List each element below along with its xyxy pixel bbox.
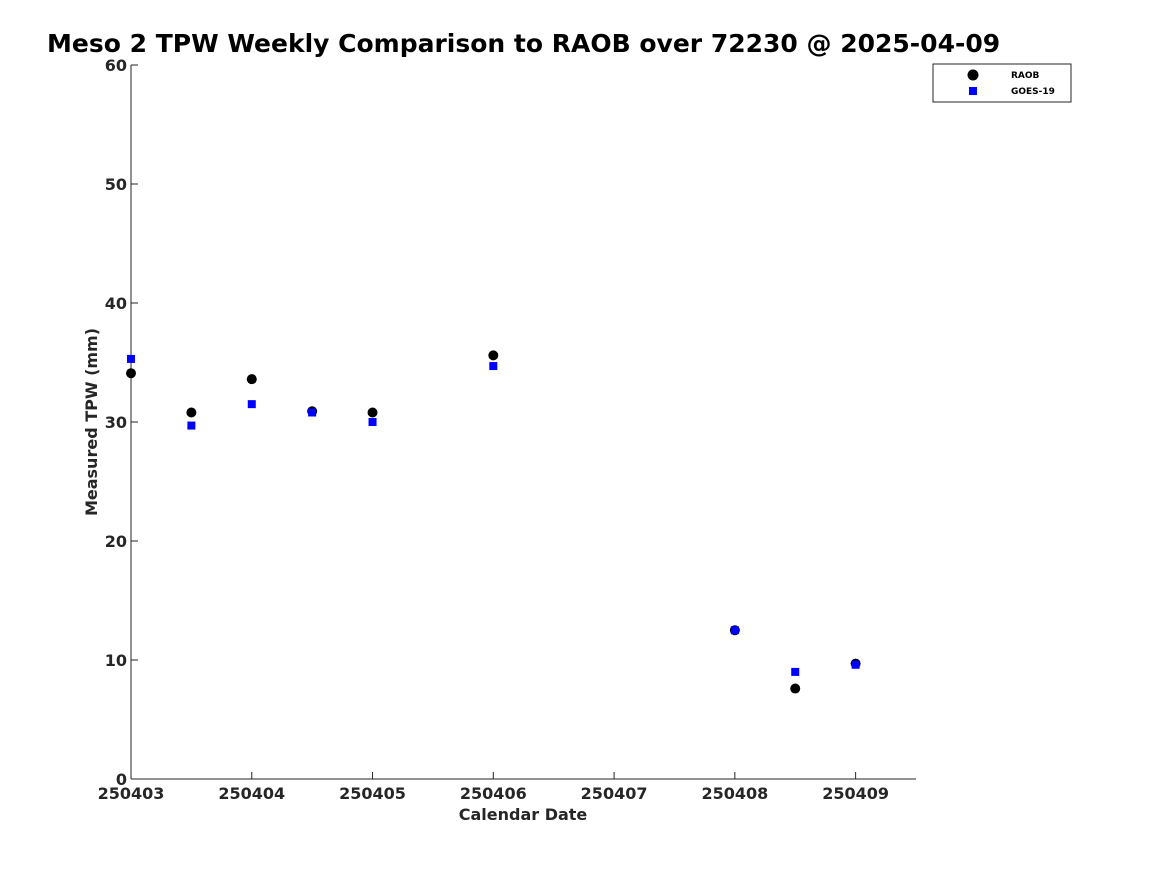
raob-point [790,683,801,694]
goes19-point [851,660,860,669]
x-tick-label: 250404 [218,784,285,803]
goes19-point [368,418,377,426]
y-tick-label: 40 [105,294,127,313]
x-axis-label: Calendar Date [459,805,588,824]
x-tick-label: 250405 [339,784,406,803]
raob-point [186,407,197,418]
goes19-point [187,421,196,430]
raob-point [488,350,499,361]
chart-title: Meso 2 TPW Weekly Comparison to RAOB ove… [47,29,1000,58]
goes19-point [791,667,800,676]
legend-raob-marker [967,69,979,81]
legend-raob-label: RAOB [1011,71,1040,81]
goes19-point [489,362,498,371]
raob-point [367,407,378,418]
y-tick-label: 30 [105,413,127,432]
x-axis-ticks: 250403 250404 250405 250406 250407 250408 2504… [98,772,889,803]
goes19-point [308,408,317,417]
raob-point [126,368,136,379]
y-tick-label: 20 [105,532,127,551]
y-tick-label: 60 [105,56,127,75]
goes19-point [127,354,135,363]
y-tick-label: 50 [105,175,127,194]
legend: RAOB GOES-19 [932,63,1072,103]
y-axis-label: Measured TPW (mm) [82,328,101,516]
x-tick-label: 250408 [701,784,768,803]
x-tick-label: 250403 [98,784,165,803]
y-tick-label: 0 [116,770,127,789]
y-axis-ticks: 0 10 20 30 40 50 60 [105,56,138,789]
legend-goes19-marker [969,87,977,95]
x-tick-label: 250406 [460,784,527,803]
raob-point [246,374,257,385]
x-tick-label: 250409 [822,784,889,803]
x-tick-label: 250407 [581,784,648,803]
legend-box [932,63,1072,103]
goes19-point [247,400,256,409]
goes19-point [730,626,739,635]
data-points [126,350,861,694]
legend-goes19-label: GOES-19 [1011,87,1055,97]
y-tick-label: 10 [105,651,127,670]
